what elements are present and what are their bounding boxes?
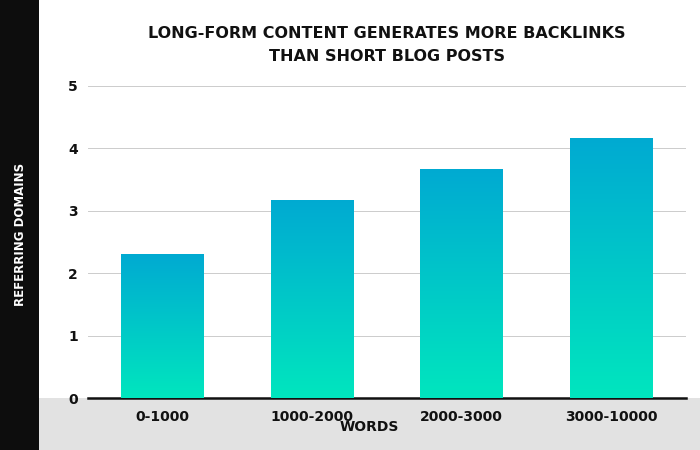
Text: LONG-FORM CONTENT GENERATES MORE BACKLINKS: LONG-FORM CONTENT GENERATES MORE BACKLIN…: [148, 26, 626, 41]
Text: WORDS: WORDS: [340, 420, 399, 434]
Text: THAN SHORT BLOG POSTS: THAN SHORT BLOG POSTS: [269, 49, 505, 64]
Text: REFERRING DOMAINS: REFERRING DOMAINS: [13, 162, 27, 306]
